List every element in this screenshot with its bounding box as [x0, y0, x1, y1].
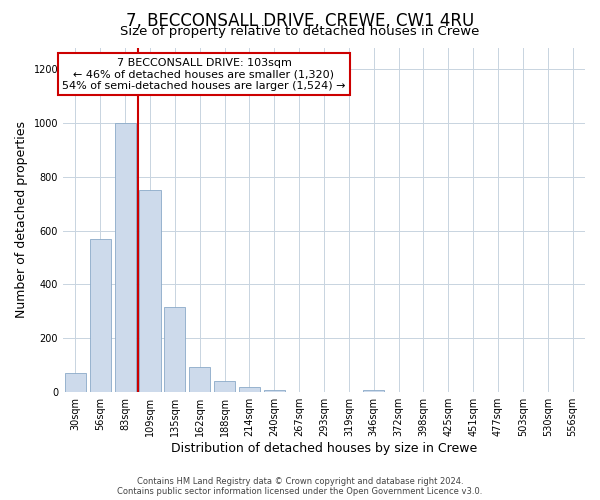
- Bar: [115, 123, 136, 392]
- Bar: [139, 190, 161, 392]
- X-axis label: Distribution of detached houses by size in Crewe: Distribution of detached houses by size …: [171, 442, 477, 455]
- Bar: [65, 374, 86, 392]
- Text: 7, BECCONSALL DRIVE, CREWE, CW1 4RU: 7, BECCONSALL DRIVE, CREWE, CW1 4RU: [126, 12, 474, 30]
- Bar: [264, 390, 285, 392]
- Bar: [164, 308, 185, 392]
- Bar: [90, 238, 111, 392]
- Text: 7 BECCONSALL DRIVE: 103sqm
← 46% of detached houses are smaller (1,320)
54% of s: 7 BECCONSALL DRIVE: 103sqm ← 46% of deta…: [62, 58, 346, 91]
- Bar: [189, 366, 211, 392]
- Bar: [239, 387, 260, 392]
- Y-axis label: Number of detached properties: Number of detached properties: [15, 122, 28, 318]
- Bar: [363, 390, 384, 392]
- Text: Size of property relative to detached houses in Crewe: Size of property relative to detached ho…: [121, 25, 479, 38]
- Text: Contains HM Land Registry data © Crown copyright and database right 2024.
Contai: Contains HM Land Registry data © Crown c…: [118, 476, 482, 496]
- Bar: [214, 382, 235, 392]
